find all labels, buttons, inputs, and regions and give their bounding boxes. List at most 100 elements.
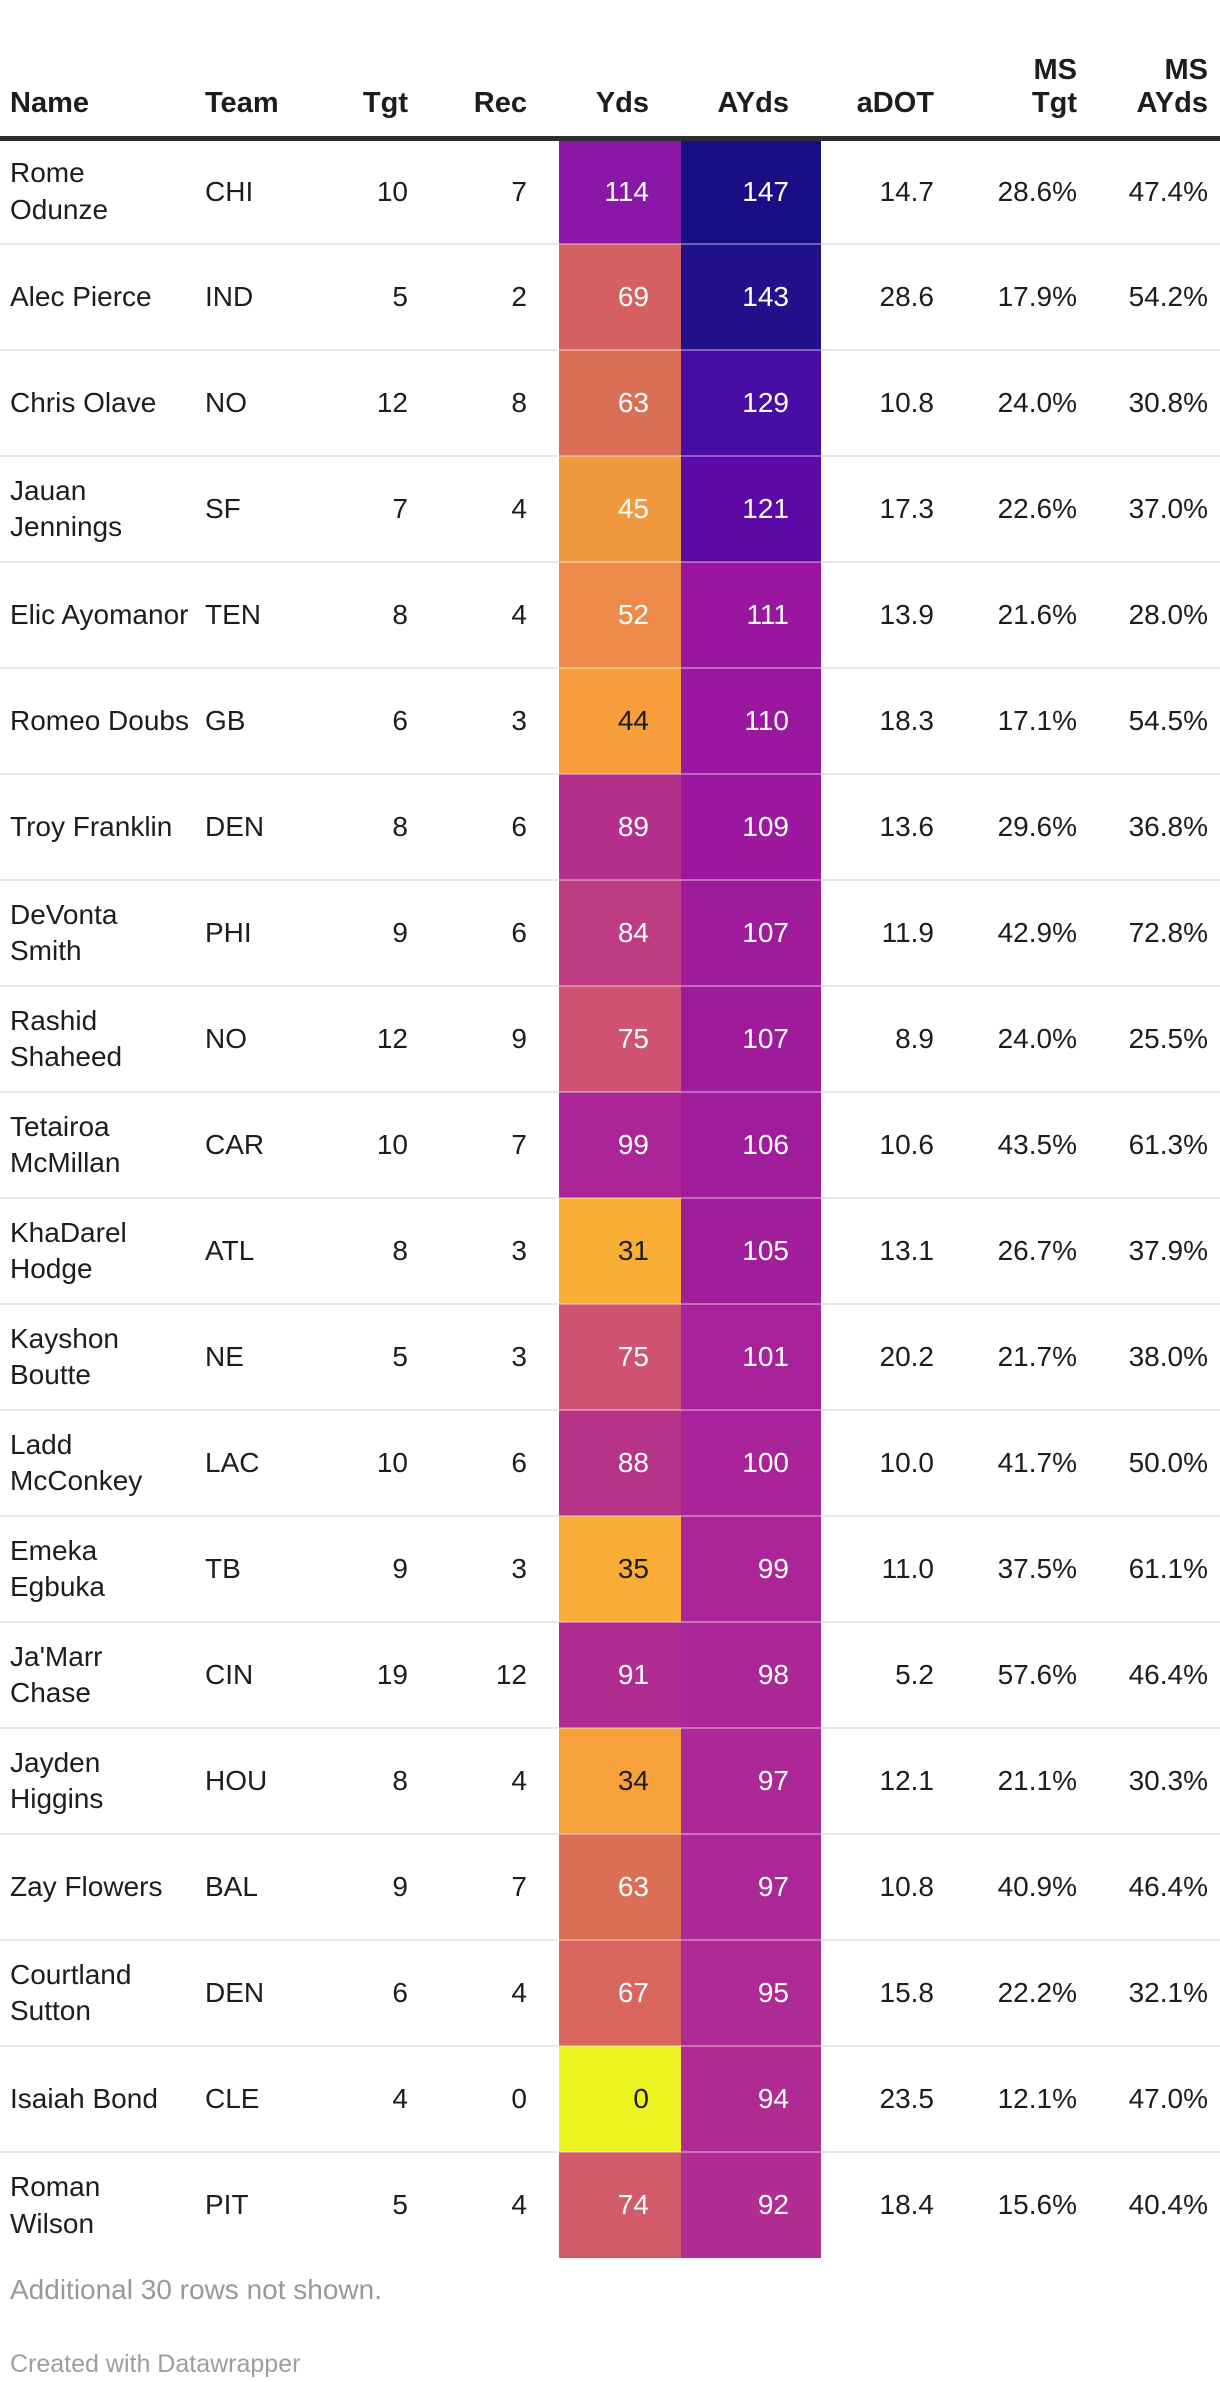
cell-team: NE <box>197 1303 330 1410</box>
column-header-name: Name <box>0 0 197 141</box>
cell-yds: 91 <box>559 1621 681 1728</box>
cell-team: DEN <box>197 773 330 880</box>
stats-table: Name Team Tgt Rec Yds AYds aDOT MS Tgt MS AYds Rom… <box>0 0 1220 2258</box>
cell-team: NO <box>197 349 330 456</box>
cell-ayds: 95 <box>681 1939 821 2046</box>
table-row: Zay Flowers BAL 9 7 63 97 10.8 40.9% 46.4% <box>0 1833 1220 1940</box>
column-header-label: Tgt <box>1031 87 1077 120</box>
cell-rec: 6 <box>440 879 559 986</box>
cell-ms_tgt: 57.6% <box>966 1621 1109 1728</box>
cell-ms_tgt: 22.6% <box>966 455 1109 562</box>
cell-name: Ja'Marr Chase <box>0 1621 197 1728</box>
cell-name: Alec Pierce <box>0 243 197 350</box>
cell-ayds: 107 <box>681 879 821 986</box>
cell-ms_ayds: 25.5% <box>1109 985 1220 1092</box>
cell-team: DEN <box>197 1939 330 2046</box>
cell-rec: 4 <box>440 455 559 562</box>
cell-ayds: 97 <box>681 1833 821 1940</box>
cell-tgt: 8 <box>330 1727 440 1834</box>
cell-ayds: 147 <box>681 137 821 244</box>
cell-yds: 75 <box>559 985 681 1092</box>
cell-ms_ayds: 46.4% <box>1109 1621 1220 1728</box>
cell-team: GB <box>197 667 330 774</box>
cell-rec: 3 <box>440 1303 559 1410</box>
cell-yds: 31 <box>559 1197 681 1304</box>
cell-ms_ayds: 61.1% <box>1109 1515 1220 1622</box>
column-header-ayds: AYds <box>681 0 821 141</box>
cell-rec: 7 <box>440 1833 559 1940</box>
cell-yds: 99 <box>559 1091 681 1198</box>
cell-ms_ayds: 40.4% <box>1109 2151 1220 2258</box>
cell-ms_ayds: 47.0% <box>1109 2045 1220 2152</box>
cell-yds: 88 <box>559 1409 681 1516</box>
cell-ms_ayds: 37.9% <box>1109 1197 1220 1304</box>
cell-adot: 15.8 <box>821 1939 966 2046</box>
cell-team: TB <box>197 1515 330 1622</box>
cell-rec: 4 <box>440 1727 559 1834</box>
cell-rec: 2 <box>440 243 559 350</box>
cell-tgt: 10 <box>330 1091 440 1198</box>
cell-team: CHI <box>205 175 254 207</box>
cell-rec: 6 <box>440 773 559 880</box>
column-header-label: MS <box>1033 53 1078 86</box>
column-header-team: Team <box>197 0 330 141</box>
cell-tgt: 9 <box>330 1833 440 1940</box>
cell-ayds: 109 <box>681 773 821 880</box>
cell-ayds: 107 <box>681 985 821 1092</box>
cell-team: PIT <box>197 2151 330 2258</box>
cell-name: Roman Wilson <box>0 2151 197 2258</box>
cell-adot: 12.1 <box>821 1727 966 1834</box>
cell-yds: 35 <box>559 1515 681 1622</box>
cell-name: Emeka Egbuka <box>0 1515 197 1622</box>
cell-adot: 10.0 <box>821 1409 966 1516</box>
cell-ayds: 105 <box>681 1197 821 1304</box>
cell-rec: 9 <box>440 985 559 1092</box>
column-header-ms_tgt: MS Tgt <box>966 0 1109 141</box>
cell-rec: 4 <box>440 1939 559 2046</box>
cell-name: Romeo Doubs <box>0 667 197 774</box>
cell-rec: 3 <box>440 1197 559 1304</box>
cell-name: Rome Odunze <box>10 157 109 225</box>
cell-team: PHI <box>197 879 330 986</box>
cell-ayds: 121 <box>681 455 821 562</box>
cell-adot: 10.6 <box>821 1091 966 1198</box>
table-body: Rome Odunze CHI 10 7 114 147 14.7 28.6% 47.4% Ale… <box>0 137 1220 2258</box>
cell-yds: 44 <box>559 667 681 774</box>
table-row: Ja'Marr Chase CIN 19 12 91 98 5.2 57.6% 46.4% <box>0 1621 1220 1728</box>
cell-ayds: 101 <box>681 1303 821 1410</box>
cell-tgt: 8 <box>330 1197 440 1304</box>
cell-ms_ayds: 54.2% <box>1109 243 1220 350</box>
cell-adot: 13.1 <box>821 1197 966 1304</box>
cell-ayds: 97 <box>681 1727 821 1834</box>
cell-ms_tgt: 21.1% <box>966 1727 1109 1834</box>
cell-ms_tgt: 24.0% <box>966 349 1109 456</box>
table-header: Name Team Tgt Rec Yds AYds aDOT MS Tgt MS AYds <box>0 0 1220 141</box>
cell-adot: 11.0 <box>821 1515 966 1622</box>
cell-ms_tgt: 17.1% <box>966 667 1109 774</box>
cell-rec: 4 <box>440 2151 559 2258</box>
cell-tgt: 10 <box>330 1409 440 1516</box>
cell-ms_ayds: 50.0% <box>1109 1409 1220 1516</box>
cell-ayds: 98 <box>681 1621 821 1728</box>
table-row: Isaiah Bond CLE 4 0 0 94 23.5 12.1% 47.0% <box>0 2045 1220 2152</box>
cell-yds: 0 <box>559 2045 681 2152</box>
cell-ms_ayds: 38.0% <box>1109 1303 1220 1410</box>
cell-ms_ayds: 30.3% <box>1109 1727 1220 1834</box>
cell-ayds: 143 <box>681 243 821 350</box>
cell-rec: 0 <box>440 2045 559 2152</box>
cell-adot: 23.5 <box>821 2045 966 2152</box>
cell-adot: 18.4 <box>821 2151 966 2258</box>
cell-team: CLE <box>197 2045 330 2152</box>
table-row: KhaDarel Hodge ATL 8 3 31 105 13.1 26.7% 37.9% <box>0 1197 1220 1304</box>
cell-team: BAL <box>197 1833 330 1940</box>
cell-ms_tgt: 21.6% <box>966 561 1109 668</box>
cell-team: NO <box>197 985 330 1092</box>
cell-rec: 12 <box>440 1621 559 1728</box>
cell-ms_tgt: 24.0% <box>966 985 1109 1092</box>
cell-adot: 14.7 <box>879 175 935 207</box>
cell-ayds: 100 <box>681 1409 821 1516</box>
cell-adot: 10.8 <box>821 349 966 456</box>
cell-team: CIN <box>197 1621 330 1728</box>
cell-rec: 6 <box>440 1409 559 1516</box>
cell-tgt: 6 <box>330 667 440 774</box>
